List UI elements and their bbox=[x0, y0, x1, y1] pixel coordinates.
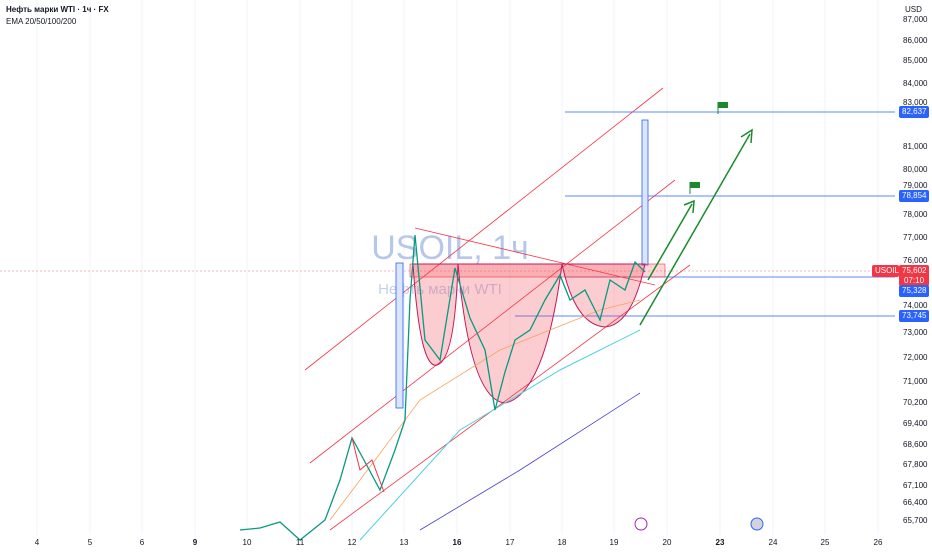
header-title: Нефть марки WTI · 1ч · FX bbox=[6, 5, 109, 14]
price-label: 74,000 bbox=[903, 301, 928, 310]
header-currency: USD bbox=[905, 5, 922, 14]
drawings bbox=[0, 87, 895, 541]
date-label: 25 bbox=[821, 538, 830, 547]
price-label: 68,600 bbox=[903, 440, 928, 449]
date-label: 9 bbox=[193, 538, 198, 547]
price-label: 80,000 bbox=[903, 165, 928, 174]
date-label: 23 bbox=[716, 538, 725, 547]
badge-neckline: 75,328 bbox=[902, 286, 927, 295]
date-label: 10 bbox=[243, 538, 252, 547]
badge-target-high: 82,637 bbox=[902, 107, 927, 116]
date-label: 5 bbox=[88, 538, 93, 547]
date-label: 11 bbox=[296, 538, 305, 547]
watermark-symbol: USOIL, 1ч bbox=[371, 229, 529, 267]
price-label: 76,000 bbox=[903, 256, 928, 265]
event-icon[interactable] bbox=[634, 517, 648, 531]
price-label: 72,000 bbox=[903, 353, 928, 362]
price-badges: 82,637 78,854 USOIL 75,602 07:10 75,328 … bbox=[872, 106, 929, 322]
price-label: 86,000 bbox=[903, 36, 928, 45]
price-label: 71,000 bbox=[903, 377, 928, 386]
price-label: 78,000 bbox=[903, 210, 928, 219]
date-axis: 4 5 6 9 10 11 12 13 16 17 18 19 20 23 24… bbox=[35, 538, 883, 547]
date-label: 19 bbox=[610, 538, 619, 547]
price-label: 85,000 bbox=[903, 56, 928, 65]
date-label: 16 bbox=[453, 538, 462, 547]
date-label: 26 bbox=[874, 538, 883, 547]
date-label: 17 bbox=[506, 538, 515, 547]
price-axis-labels: 87,000 86,000 85,000 84,000 83,000 81,00… bbox=[903, 15, 928, 525]
date-label: 20 bbox=[663, 538, 672, 547]
price-label: 84,000 bbox=[903, 79, 928, 88]
date-label: 18 bbox=[558, 538, 567, 547]
price-label: 77,000 bbox=[903, 233, 928, 242]
price-label: 65,700 bbox=[903, 516, 928, 525]
price-label: 66,400 bbox=[903, 498, 928, 507]
price-label: 73,000 bbox=[903, 328, 928, 337]
date-label: 4 bbox=[35, 538, 40, 547]
price-label: 70,200 bbox=[903, 398, 928, 407]
price-label: 67,100 bbox=[903, 481, 928, 490]
price-label: 67,800 bbox=[903, 460, 928, 469]
date-label: 13 bbox=[400, 538, 409, 547]
watermark-name: Нефть марки WTI bbox=[378, 281, 502, 298]
price-label: 83,000 bbox=[903, 98, 928, 107]
price-label: 87,000 bbox=[903, 15, 928, 24]
badge-countdown: 07:10 bbox=[904, 276, 925, 285]
price-label: 79,000 bbox=[903, 181, 928, 190]
event-icon[interactable] bbox=[750, 517, 764, 531]
header-indicator: EMA 20/50/100/200 bbox=[6, 17, 77, 26]
date-label: 6 bbox=[140, 538, 145, 547]
date-label: 12 bbox=[348, 538, 357, 547]
price-label: 81,000 bbox=[903, 142, 928, 151]
date-label: 24 bbox=[769, 538, 778, 547]
badge-last-price: 75,602 bbox=[902, 266, 927, 275]
badge-symbol: USOIL bbox=[875, 266, 900, 275]
badge-support: 73,745 bbox=[902, 311, 927, 320]
badge-target-mid: 78,854 bbox=[902, 191, 927, 200]
price-label: 69,400 bbox=[903, 419, 928, 428]
